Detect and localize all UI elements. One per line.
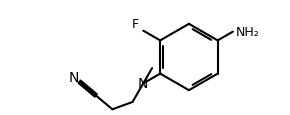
Text: F: F (132, 17, 139, 30)
Text: N: N (69, 71, 79, 85)
Text: NH₂: NH₂ (236, 26, 260, 39)
Text: N: N (138, 77, 148, 91)
